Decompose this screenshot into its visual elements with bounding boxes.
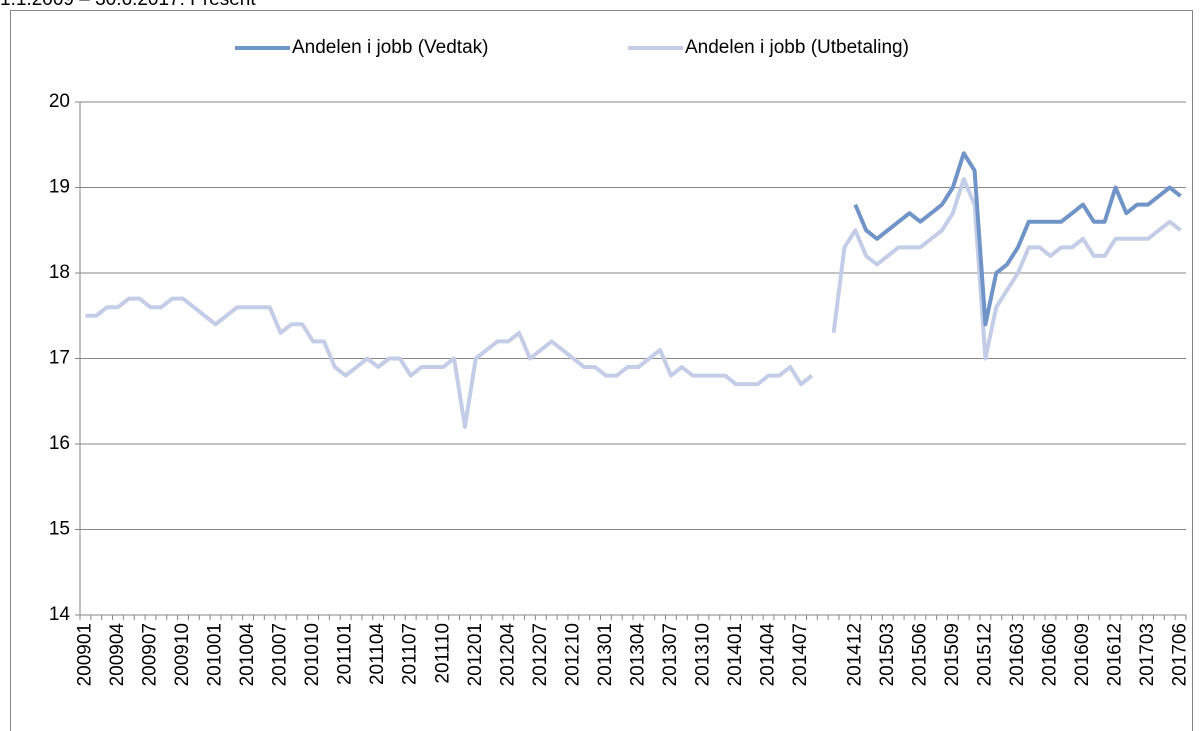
series-line [831,176,1182,361]
chart-title: 1.1.2009 – 30.6.2017: Present [0,0,256,10]
series-line [853,151,1182,327]
x-tick-label: 201304 [627,623,648,687]
y-tick-label: 17 [49,348,70,369]
x-tick-label: 201110 [432,623,453,684]
x-tick-label: 201101 [335,623,356,685]
x-tick-label: 201004 [237,623,258,687]
x-tick-label: 201404 [758,623,779,687]
y-tick-label: 15 [49,519,70,540]
x-tick-label: 201104 [367,623,388,685]
x-tick-label: 201609 [1072,623,1093,686]
x-tick-label: 201412 [844,623,865,686]
y-tick-label: 20 [49,91,70,112]
x-tick-label: 201201 [465,623,486,686]
x-tick-label: 201706 [1170,623,1191,686]
x-tick-label: 201401 [725,623,746,686]
x-tick-label: 201503 [877,623,898,686]
x-tick-label: 201310 [692,623,713,686]
x-tick-label: 201612 [1105,623,1126,686]
x-tick-label: 201001 [205,623,226,686]
x-tick-label: 201512 [974,623,995,686]
x-tick-label: 200901 [74,623,95,686]
y-tick-label: 19 [49,177,70,198]
series-line [85,296,814,429]
x-tick-label: 201606 [1039,623,1060,686]
x-tick-label: 201506 [909,623,930,686]
y-tick-label: 14 [49,604,71,625]
chart-frame [10,10,1193,731]
x-tick-label: 200910 [172,623,193,686]
x-tick-label: 201107 [400,623,421,685]
x-tick-label: 201407 [790,623,811,686]
x-tick-label: 201603 [1007,623,1028,686]
x-tick-label: 201509 [942,623,963,686]
x-tick-label: 201703 [1137,623,1158,686]
y-tick-label: 16 [49,433,70,454]
y-tick-label: 18 [49,262,70,283]
x-tick-label: 201010 [302,623,323,686]
x-tick-label: 201307 [660,623,681,686]
x-tick-label: 200907 [139,623,160,686]
x-tick-label: 201204 [497,623,518,687]
legend-label: Andelen i jobb (Utbetaling) [685,37,909,58]
x-tick-label: 201007 [270,623,291,686]
legend-label: Andelen i jobb (Vedtak) [292,37,488,58]
x-tick-label: 201210 [562,623,583,686]
x-tick-label: 200904 [107,623,128,687]
x-tick-label: 201207 [530,623,551,686]
x-tick-label: 201301 [595,623,616,686]
